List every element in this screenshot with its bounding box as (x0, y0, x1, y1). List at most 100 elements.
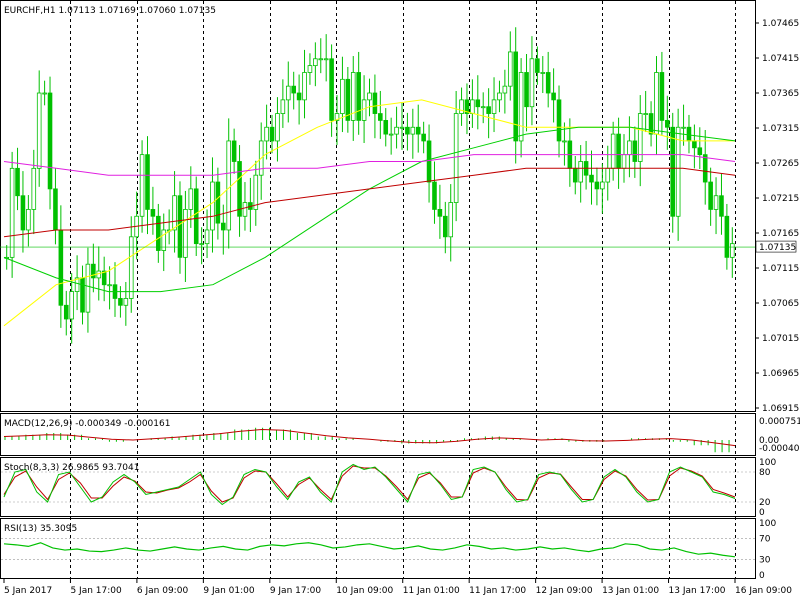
time-tick-label: 11 Jan 01:00 (403, 586, 460, 596)
time-tick-label: 5 Jan 2017 (4, 586, 52, 596)
macd-tick-label: 0.000751 (759, 417, 800, 427)
candle-body (128, 236, 134, 299)
candle-body (513, 51, 518, 142)
candle-body (637, 113, 643, 162)
candle-body (139, 154, 145, 217)
candle-body (692, 140, 697, 149)
candle-body (58, 229, 64, 306)
candle-body (329, 58, 334, 121)
rsi-panel-frame (0, 518, 756, 579)
indicator-levels (1, 471, 755, 560)
macd-tick-label: 0.00 (759, 436, 779, 446)
price-tick-label: 1.06965 (762, 369, 799, 379)
candle-body (448, 202, 454, 238)
candle-body (729, 243, 735, 258)
stoch-tick-label: 20 (759, 498, 771, 508)
candle-body (188, 188, 194, 210)
candle-body (605, 167, 611, 183)
candle-body (545, 72, 551, 94)
candle-body (156, 215, 161, 251)
candle-body (497, 92, 502, 101)
candle-body (708, 181, 713, 210)
candle-body (421, 133, 426, 142)
time-tick-label: 9 Jan 01:00 (203, 586, 255, 596)
time-tick-label: 6 Jan 09:00 (137, 586, 189, 596)
price-tick-label: 1.07415 (762, 54, 799, 64)
candle-body (361, 99, 367, 121)
candle-body (285, 85, 291, 101)
price-tick-label: 1.06915 (762, 404, 799, 414)
candle-body (648, 113, 654, 135)
candle-body (150, 209, 156, 217)
candle-body (405, 126, 410, 135)
macd-series (3, 427, 736, 453)
macd-panel-frame (0, 413, 756, 456)
current-price-box (755, 240, 797, 253)
candle-body (172, 195, 177, 231)
candle-body (616, 133, 621, 169)
candle-body (221, 222, 226, 231)
candles (4, 27, 735, 344)
candle-body (91, 263, 96, 279)
candle-body (594, 181, 600, 190)
candle-body (42, 92, 47, 95)
candle-body (670, 126, 676, 217)
candle-body (318, 58, 324, 61)
candle-body (610, 133, 616, 169)
candle-body (432, 181, 437, 210)
candle-body (491, 99, 497, 114)
candle-body (47, 92, 53, 190)
candle-body (556, 99, 562, 142)
price-tick-label: 1.07115 (762, 264, 799, 274)
candle-body (204, 229, 210, 245)
candle-body (562, 140, 567, 143)
candle-body (686, 126, 692, 142)
macd-axis: 0.000751 0.00-0.000408 (759, 417, 800, 454)
stoch-main-line (3, 463, 736, 506)
candle-body (101, 270, 107, 286)
stoch-series (3, 463, 736, 506)
candle-body (524, 72, 529, 108)
price-tick-label: 1.07065 (762, 299, 799, 309)
candle-body (177, 195, 183, 258)
candle-body (713, 195, 719, 210)
candle-body (183, 209, 188, 258)
candle-body (118, 298, 123, 306)
candle-body (535, 58, 540, 73)
time-tick-label: 5 Jan 17:00 (70, 586, 122, 596)
candle-body (486, 106, 491, 114)
candle-body (26, 209, 31, 231)
candle-body (74, 277, 80, 292)
rsi-series (3, 542, 736, 558)
candle-body (470, 99, 475, 114)
candle-body (518, 72, 524, 142)
candle-body (507, 51, 513, 87)
stoch-tick-label: 0 (759, 508, 765, 518)
time-tick-label: 10 Jan 09:00 (336, 586, 393, 596)
stoch-tick-label: 100 (759, 458, 776, 468)
price-tick-label: 1.07315 (762, 124, 799, 134)
price-tick-label: 1.07465 (762, 19, 799, 29)
candle-body (302, 72, 307, 101)
candle-body (237, 161, 242, 217)
candle-body (681, 126, 686, 129)
rsi-header: RSI(13) 35.3095 (4, 524, 77, 534)
candle-body (123, 298, 129, 306)
candle-body (675, 126, 681, 217)
candle-body (589, 174, 594, 183)
candle-body (9, 167, 15, 258)
candle-body (63, 304, 69, 320)
candle-body (210, 181, 215, 231)
candle-body (453, 113, 459, 203)
candle-body (724, 215, 730, 258)
candle-body (378, 113, 383, 121)
macd-header: MACD(12,26,9) -0.000349 -0.000161 (4, 419, 170, 429)
time-tick-label: 9 Jan 17:00 (270, 586, 322, 596)
time-tick-label: 16 Jan 09:00 (735, 586, 792, 596)
candle-body (80, 277, 85, 313)
candle-body (383, 120, 389, 135)
candle-body (632, 140, 638, 162)
price-tick-label: 1.07165 (762, 229, 799, 239)
rsi-tick-label: 0 (759, 571, 765, 581)
candle-body (356, 72, 361, 121)
